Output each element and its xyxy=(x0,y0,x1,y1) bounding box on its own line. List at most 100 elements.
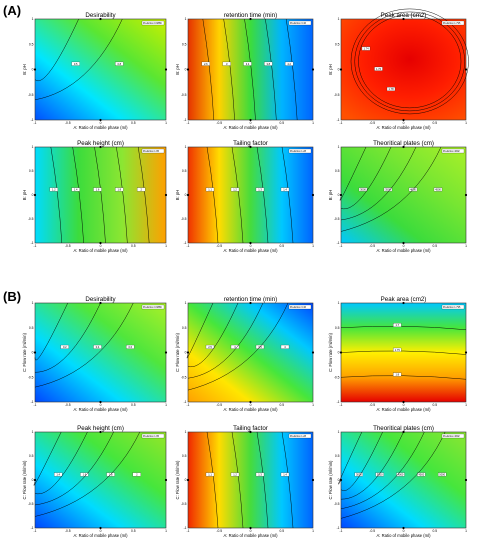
contour-label: 1.8 xyxy=(118,188,122,192)
contour-line xyxy=(223,18,235,121)
chart-b1: Desirability 0.2 0.4 0.6 Prediction 0.9889 -1… xyxy=(22,296,168,412)
design-point xyxy=(249,301,252,305)
x-tick-label: -1 xyxy=(187,403,190,407)
x-axis-label: A: Ratio of mobile phase (ml) xyxy=(224,407,279,412)
prediction-text: Prediction 0.9889 xyxy=(143,306,162,309)
chart-title: Peak area (cm2) xyxy=(381,12,427,19)
contour-line xyxy=(231,431,244,529)
y-tick-label: 0 xyxy=(185,351,187,355)
chart-title: Tailing factor xyxy=(233,140,268,147)
chart-title: Desirability xyxy=(85,12,116,19)
x-tick-label: 1 xyxy=(312,403,314,407)
y-axis-label: B: pH xyxy=(175,190,180,200)
x-tick-label: 0.5 xyxy=(131,403,136,407)
chart-title: retention time (min) xyxy=(224,296,277,303)
contour-label: 1.2 xyxy=(233,473,237,477)
plot-area xyxy=(34,18,167,121)
y-tick-label: 1 xyxy=(32,17,34,21)
y-tick-label: 0.5 xyxy=(335,326,340,330)
contour-line xyxy=(72,146,84,244)
contour-label-box xyxy=(230,187,240,192)
design-point xyxy=(249,241,252,245)
y-tick-label: 1 xyxy=(338,301,340,305)
design-point xyxy=(164,478,168,482)
y-tick-label: 0.5 xyxy=(29,169,34,173)
contour-label-box xyxy=(285,61,294,66)
contour-label-box xyxy=(115,61,124,66)
contour-line xyxy=(256,146,269,244)
contour-line xyxy=(340,431,446,519)
x-tick-label: 0 xyxy=(403,529,405,533)
contour-label-box xyxy=(393,323,402,327)
y-tick-label: -1 xyxy=(337,241,340,245)
contour-label-box xyxy=(205,187,215,192)
x-tick-label: 0 xyxy=(100,403,102,407)
design-point xyxy=(464,351,468,354)
chart-a6: Theoritical plates (cm)3000 3500 4000 4500P… xyxy=(328,140,468,253)
contour-line xyxy=(281,146,294,244)
x-axis-label: A: Ratio of mobile phase (ml) xyxy=(224,533,279,538)
contour-label: 1.74 xyxy=(363,47,369,51)
x-tick-label: -0.5 xyxy=(369,244,375,248)
prediction-box xyxy=(288,148,312,154)
y-tick-label: 0 xyxy=(338,478,340,482)
chart-b6: Theoritical plates (cm) 3000 3500 4000 4500 5… xyxy=(328,425,468,538)
y-tick-label: -0.5 xyxy=(334,93,340,97)
y-tick-label: 0 xyxy=(32,193,34,197)
prediction-box xyxy=(441,20,465,26)
prediction-box xyxy=(141,433,165,439)
design-point xyxy=(339,193,343,197)
contour-label-box xyxy=(93,344,102,349)
contour-line xyxy=(340,431,425,510)
contour-label-box xyxy=(222,61,231,66)
design-point xyxy=(186,68,190,71)
y-tick-label: 0 xyxy=(185,68,187,72)
contour-label: 3500 xyxy=(385,188,391,192)
x-tick-label: 1 xyxy=(312,244,314,248)
contour-label-box xyxy=(230,344,240,349)
design-point xyxy=(339,478,343,482)
x-tick-label: 0.5 xyxy=(279,529,284,533)
contour-label: 2.5 xyxy=(208,345,212,349)
plot-area xyxy=(34,431,167,529)
contour-line xyxy=(34,302,68,361)
design-point xyxy=(402,301,405,305)
contour-line xyxy=(33,431,62,486)
y-axis-label: C: Flow rate (ml/min) xyxy=(328,460,333,499)
y-tick-label: 0.5 xyxy=(182,454,187,458)
contour-label-box xyxy=(255,472,265,477)
contour-label: 0.6 xyxy=(128,345,132,349)
x-tick-label: 1 xyxy=(465,244,467,248)
contour-line xyxy=(34,18,123,101)
contour-line xyxy=(350,8,469,115)
y-tick-label: 0.5 xyxy=(335,169,340,173)
contour-label-box xyxy=(132,472,141,477)
contour-label: 1.8 xyxy=(395,373,399,377)
contour-line xyxy=(231,146,244,244)
contour-label: 1.1 xyxy=(208,473,212,477)
contour-label: 1.6 xyxy=(96,188,100,192)
x-tick-label: 0.5 xyxy=(131,529,136,533)
x-tick-label: -1 xyxy=(187,529,190,533)
x-axis-label: A: Ratio of mobile phase (ml) xyxy=(377,533,432,538)
x-tick-label: -0.5 xyxy=(65,403,71,407)
chart-title: Peak height (cm) xyxy=(77,140,124,147)
y-tick-label: -1 xyxy=(31,118,34,122)
contour-label-box xyxy=(280,187,290,192)
contour-line xyxy=(34,302,101,373)
contour-label: 3000 xyxy=(360,188,366,192)
y-tick-label: 0.5 xyxy=(335,42,340,46)
design-point xyxy=(402,430,405,434)
plot-area xyxy=(340,302,467,403)
prediction-box xyxy=(441,148,465,154)
design-point xyxy=(99,17,102,21)
x-tick-label: 0.5 xyxy=(131,244,136,248)
y-tick-label: -1 xyxy=(184,526,187,530)
contour-line xyxy=(281,431,294,529)
y-axis-label: C: Flow rate (ml/min) xyxy=(22,460,27,499)
x-tick-label: -0.5 xyxy=(216,529,222,533)
design-point xyxy=(33,68,37,71)
contour-label-box xyxy=(375,472,384,477)
contour-label-box xyxy=(358,187,368,192)
